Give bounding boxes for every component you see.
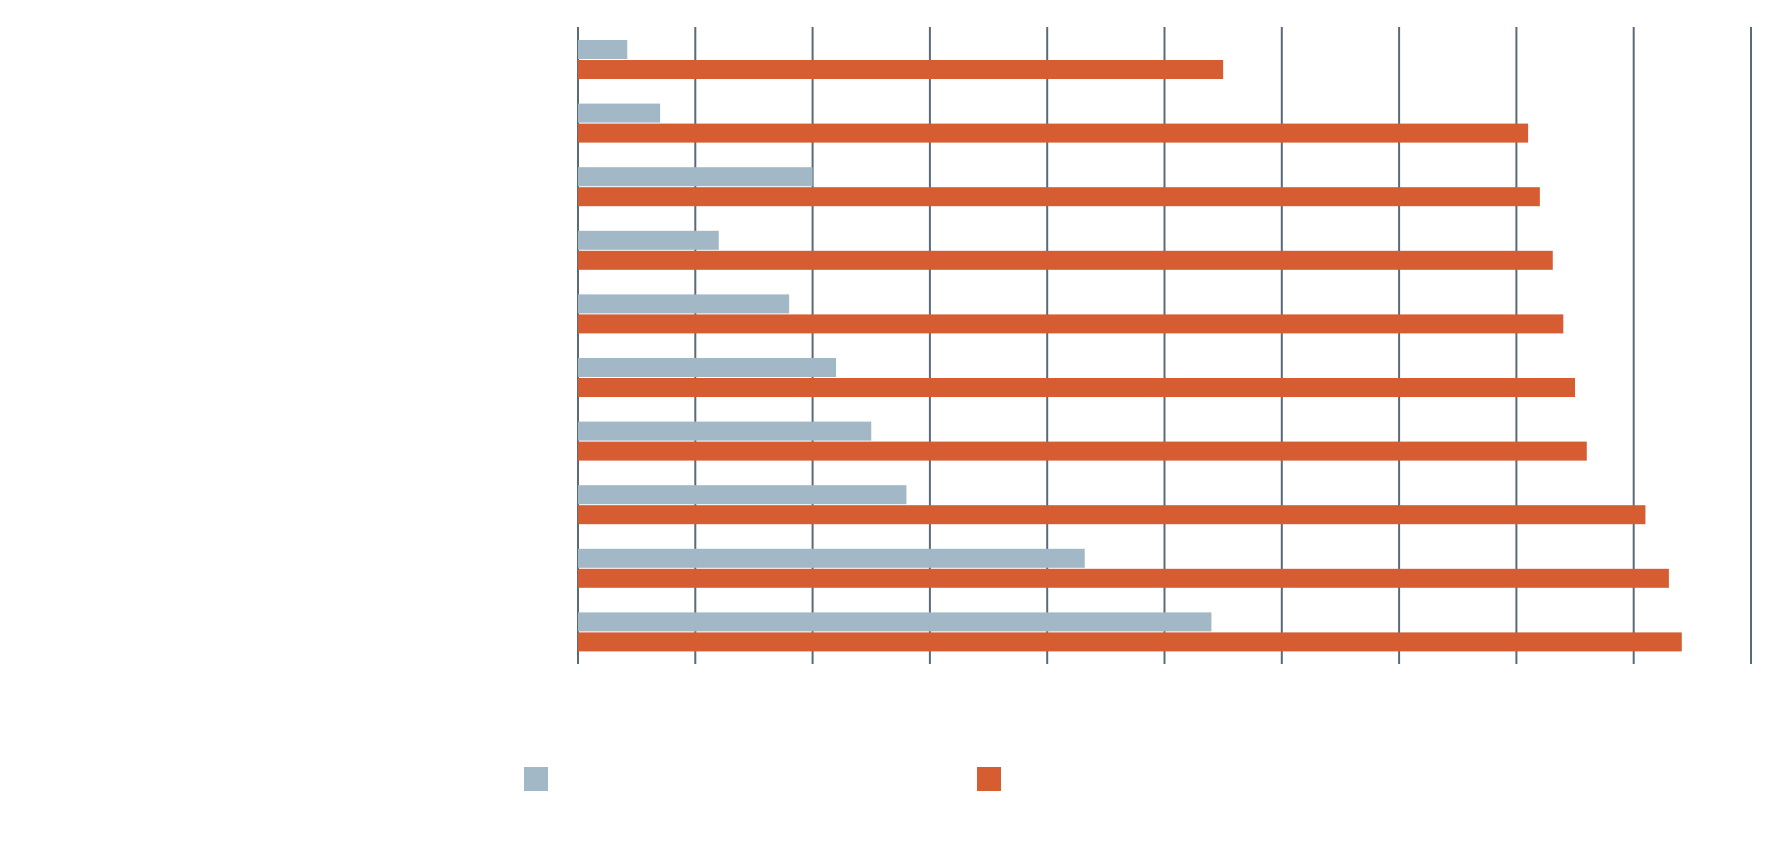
bar-series-1-row-2 bbox=[578, 187, 1540, 207]
bar-series-0-row-2 bbox=[578, 167, 813, 187]
bar-series-0-row-4 bbox=[578, 294, 790, 314]
bar-series-1-row-8 bbox=[578, 568, 1669, 588]
bar-series-0-row-7 bbox=[578, 485, 907, 505]
bar-series-1-row-3 bbox=[578, 250, 1553, 270]
bars bbox=[578, 40, 1682, 652]
bar-series-1-row-0 bbox=[578, 60, 1224, 79]
series-0 bbox=[578, 40, 1212, 632]
bar-series-1-row-1 bbox=[578, 123, 1529, 143]
bar-series-0-row-0 bbox=[578, 40, 628, 59]
legend bbox=[524, 767, 1001, 791]
bar-series-0-row-6 bbox=[578, 421, 872, 441]
bar-series-1-row-7 bbox=[578, 505, 1646, 525]
legend-swatch-0 bbox=[524, 767, 548, 791]
bar-series-1-row-9 bbox=[578, 632, 1682, 652]
bar-series-1-row-5 bbox=[578, 378, 1576, 397]
bar-series-0-row-8 bbox=[578, 548, 1085, 568]
legend-swatch-1 bbox=[977, 767, 1001, 791]
bar-series-0-row-3 bbox=[578, 230, 719, 250]
series-1 bbox=[578, 60, 1682, 652]
gridlines bbox=[577, 27, 1752, 664]
bar-series-0-row-9 bbox=[578, 612, 1212, 632]
bar-series-1-row-4 bbox=[578, 314, 1564, 334]
bar-series-0-row-1 bbox=[578, 103, 661, 123]
bar-series-0-row-5 bbox=[578, 358, 837, 377]
bar-series-1-row-6 bbox=[578, 441, 1587, 461]
